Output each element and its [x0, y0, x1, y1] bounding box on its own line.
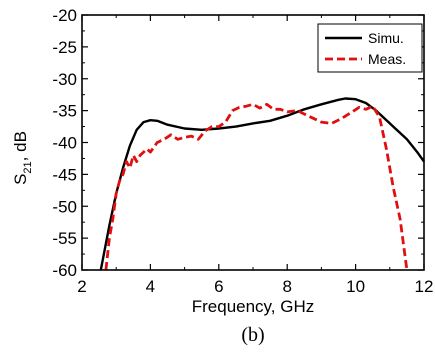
- legend-box: [317, 23, 423, 73]
- series-line-meas: [104, 102, 409, 272]
- y-tick-label: -55: [52, 229, 77, 248]
- y-tick-label: -60: [52, 261, 77, 280]
- x-tick-label: 2: [77, 277, 86, 296]
- legend-label-simu: Simu.: [368, 30, 404, 46]
- y-tick-labels: -20 -25 -30 -35 -40 -45 -50 -55 -60: [52, 6, 77, 280]
- y-axis-title-main: S: [11, 174, 30, 185]
- y-tick-label: -30: [52, 70, 77, 89]
- legend: Simu. Meas.: [317, 23, 423, 73]
- series-lines: [99, 97, 425, 272]
- y-tick-label: -25: [52, 38, 77, 57]
- x-tick-label: 6: [214, 277, 223, 296]
- figure-caption: (b): [241, 324, 264, 346]
- plot-area-frame: [81, 14, 425, 271]
- x-tick-label: 12: [415, 277, 434, 296]
- y-tick-label: -35: [52, 102, 77, 121]
- y-axis-title-subscript: 21: [22, 161, 34, 173]
- x-tick-label: 8: [282, 277, 291, 296]
- legend-label-meas: Meas.: [368, 51, 406, 67]
- x-tick-label: 4: [146, 277, 155, 296]
- y-tick-label: -20: [52, 6, 77, 25]
- y-axis-title-suffix: , dB: [11, 131, 30, 161]
- x-axis-title: Frequency, GHz: [192, 297, 315, 316]
- series-line-simu: [99, 97, 425, 271]
- y-axis-title: S21, dB: [11, 131, 34, 185]
- y-tick-label: -50: [52, 197, 77, 216]
- x-tick-labels: 2 4 6 8 10 12: [77, 277, 433, 296]
- x-tick-label: 10: [346, 277, 365, 296]
- y-tick-label: -45: [52, 165, 77, 184]
- y-tick-label: -40: [52, 134, 77, 153]
